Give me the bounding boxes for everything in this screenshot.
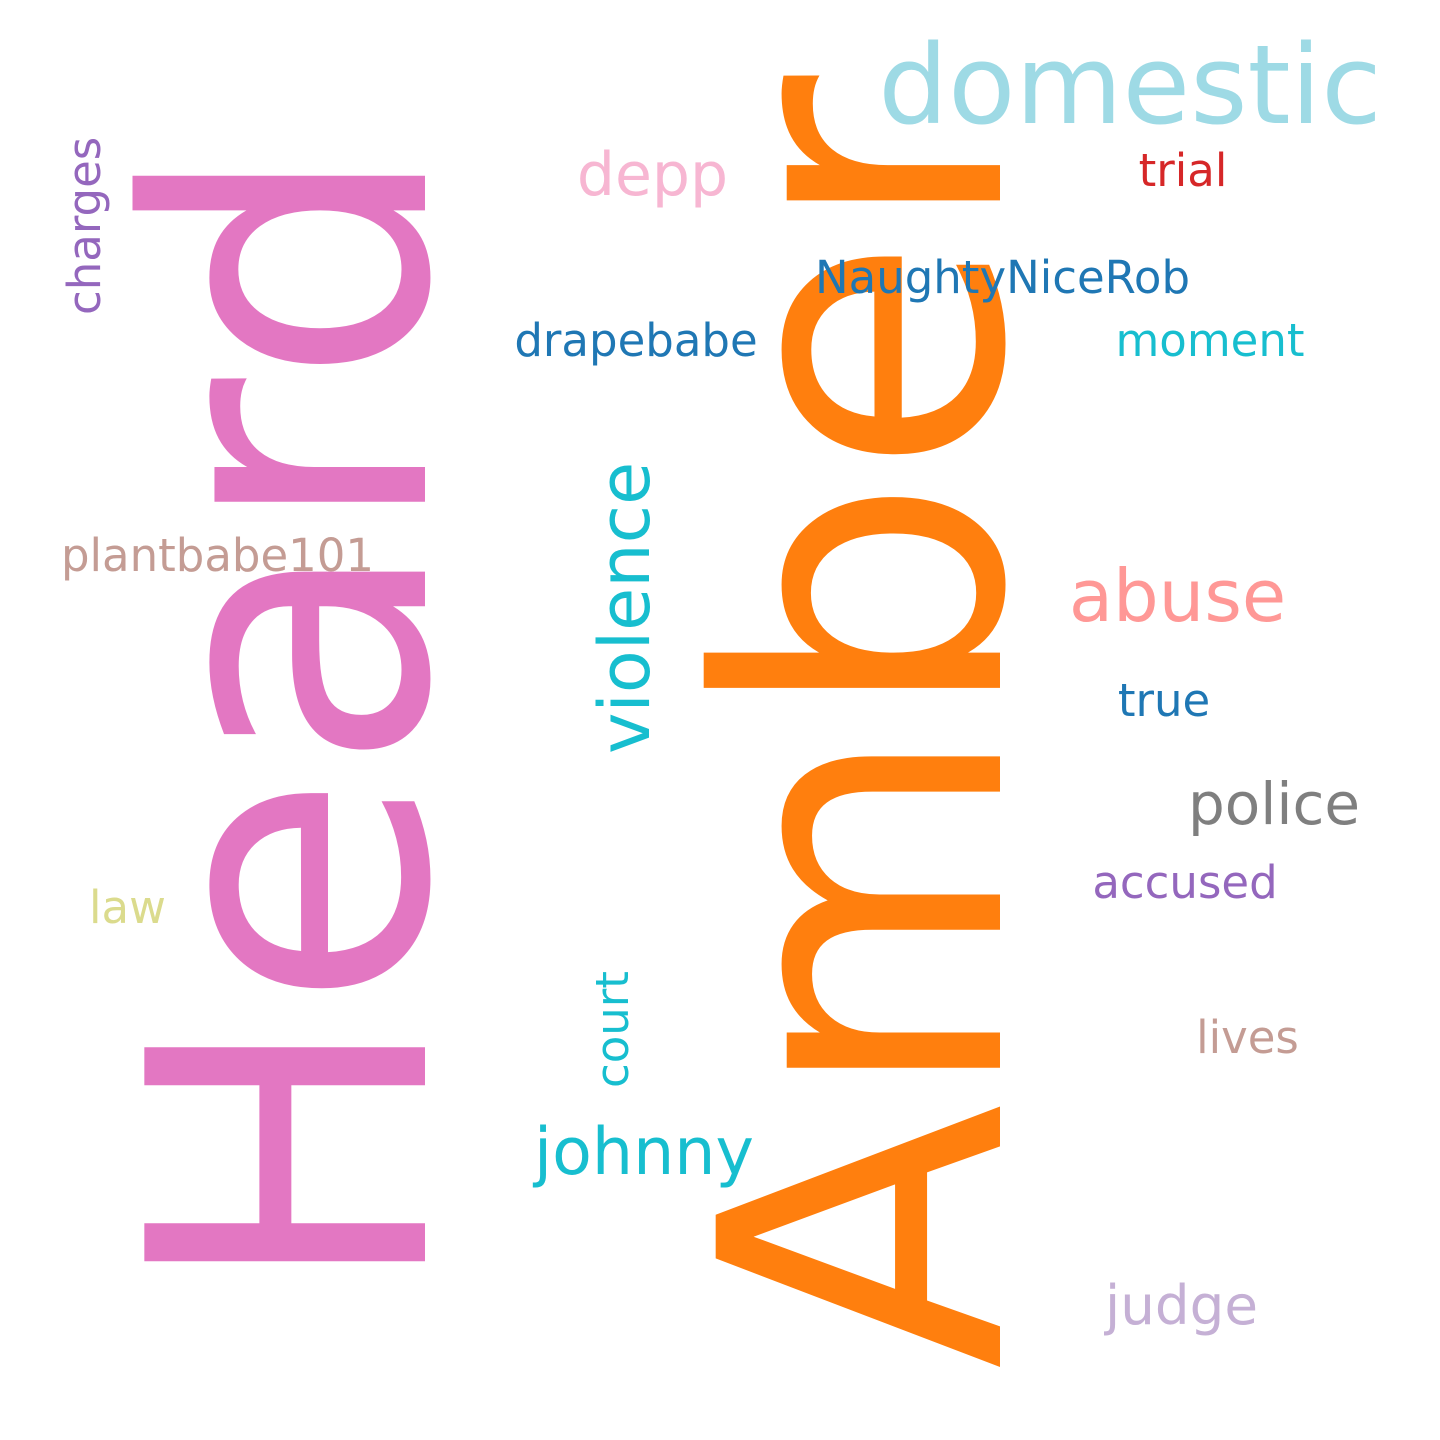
word-violence: violence	[584, 461, 666, 754]
word-accused: accused	[1092, 856, 1278, 909]
word-abuse: abuse	[1068, 554, 1287, 638]
word-depp: depp	[576, 140, 729, 210]
word-trial: trial	[1138, 144, 1228, 197]
word-judge: judge	[1105, 1273, 1258, 1338]
word-lives: lives	[1196, 1011, 1299, 1064]
word-plantbabe101: plantbabe101	[60, 529, 375, 582]
word-police: police	[1187, 770, 1361, 838]
word-moment: moment	[1115, 314, 1305, 367]
word-johnny: johnny	[534, 1115, 754, 1190]
word-law: law	[89, 881, 166, 934]
word-naughtynicerob: NaughtyNiceRob	[814, 251, 1191, 304]
word-drapebabe: drapebabe	[514, 314, 758, 367]
word-true: true	[1117, 674, 1211, 727]
word-court: court	[586, 971, 639, 1089]
word-heard: Heard	[68, 140, 516, 1300]
word-domestic: domestic	[878, 21, 1382, 149]
word-charges: charges	[58, 136, 111, 315]
